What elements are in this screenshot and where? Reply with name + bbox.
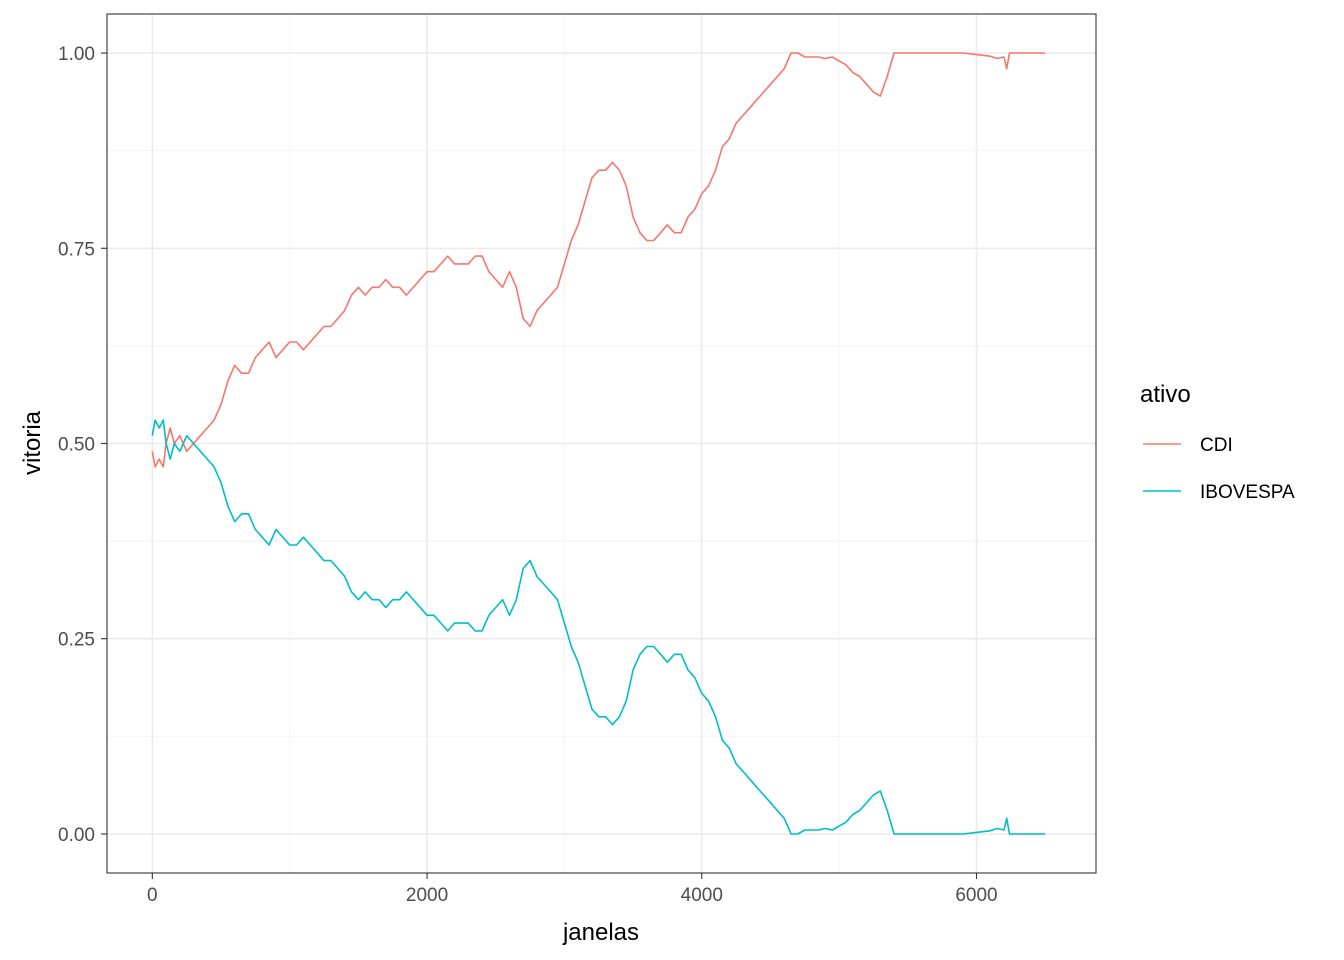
legend-label-ibovespa: IBOVESPA [1200, 482, 1295, 503]
y-tick-label: 0.25 [58, 630, 95, 651]
y-tick-label: 0.00 [58, 825, 95, 846]
y-tick-label: 0.75 [58, 239, 95, 260]
grid-lines [107, 14, 1096, 873]
y-axis-title: vitoria [19, 410, 46, 475]
x-tick-label: 4000 [681, 885, 723, 906]
x-tick-label: 0 [147, 885, 158, 906]
legend: ativo CDI IBOVESPA [1140, 381, 1295, 503]
y-tick-label: 0.50 [58, 435, 95, 456]
x-tick-label: 6000 [955, 885, 997, 906]
x-axis-title: janelas [562, 919, 639, 946]
axis-ticks: 0 2000 4000 6000 0.00 0.25 0.50 0.75 1.00 [58, 44, 998, 906]
x-tick-label: 2000 [406, 885, 448, 906]
series-line-ibovespa [151, 419, 1046, 835]
legend-title: ativo [1140, 381, 1191, 408]
series-lines [151, 52, 1046, 835]
y-tick-label: 1.00 [58, 44, 95, 65]
legend-label-cdi: CDI [1200, 435, 1233, 456]
series-line-cdi [151, 52, 1046, 468]
